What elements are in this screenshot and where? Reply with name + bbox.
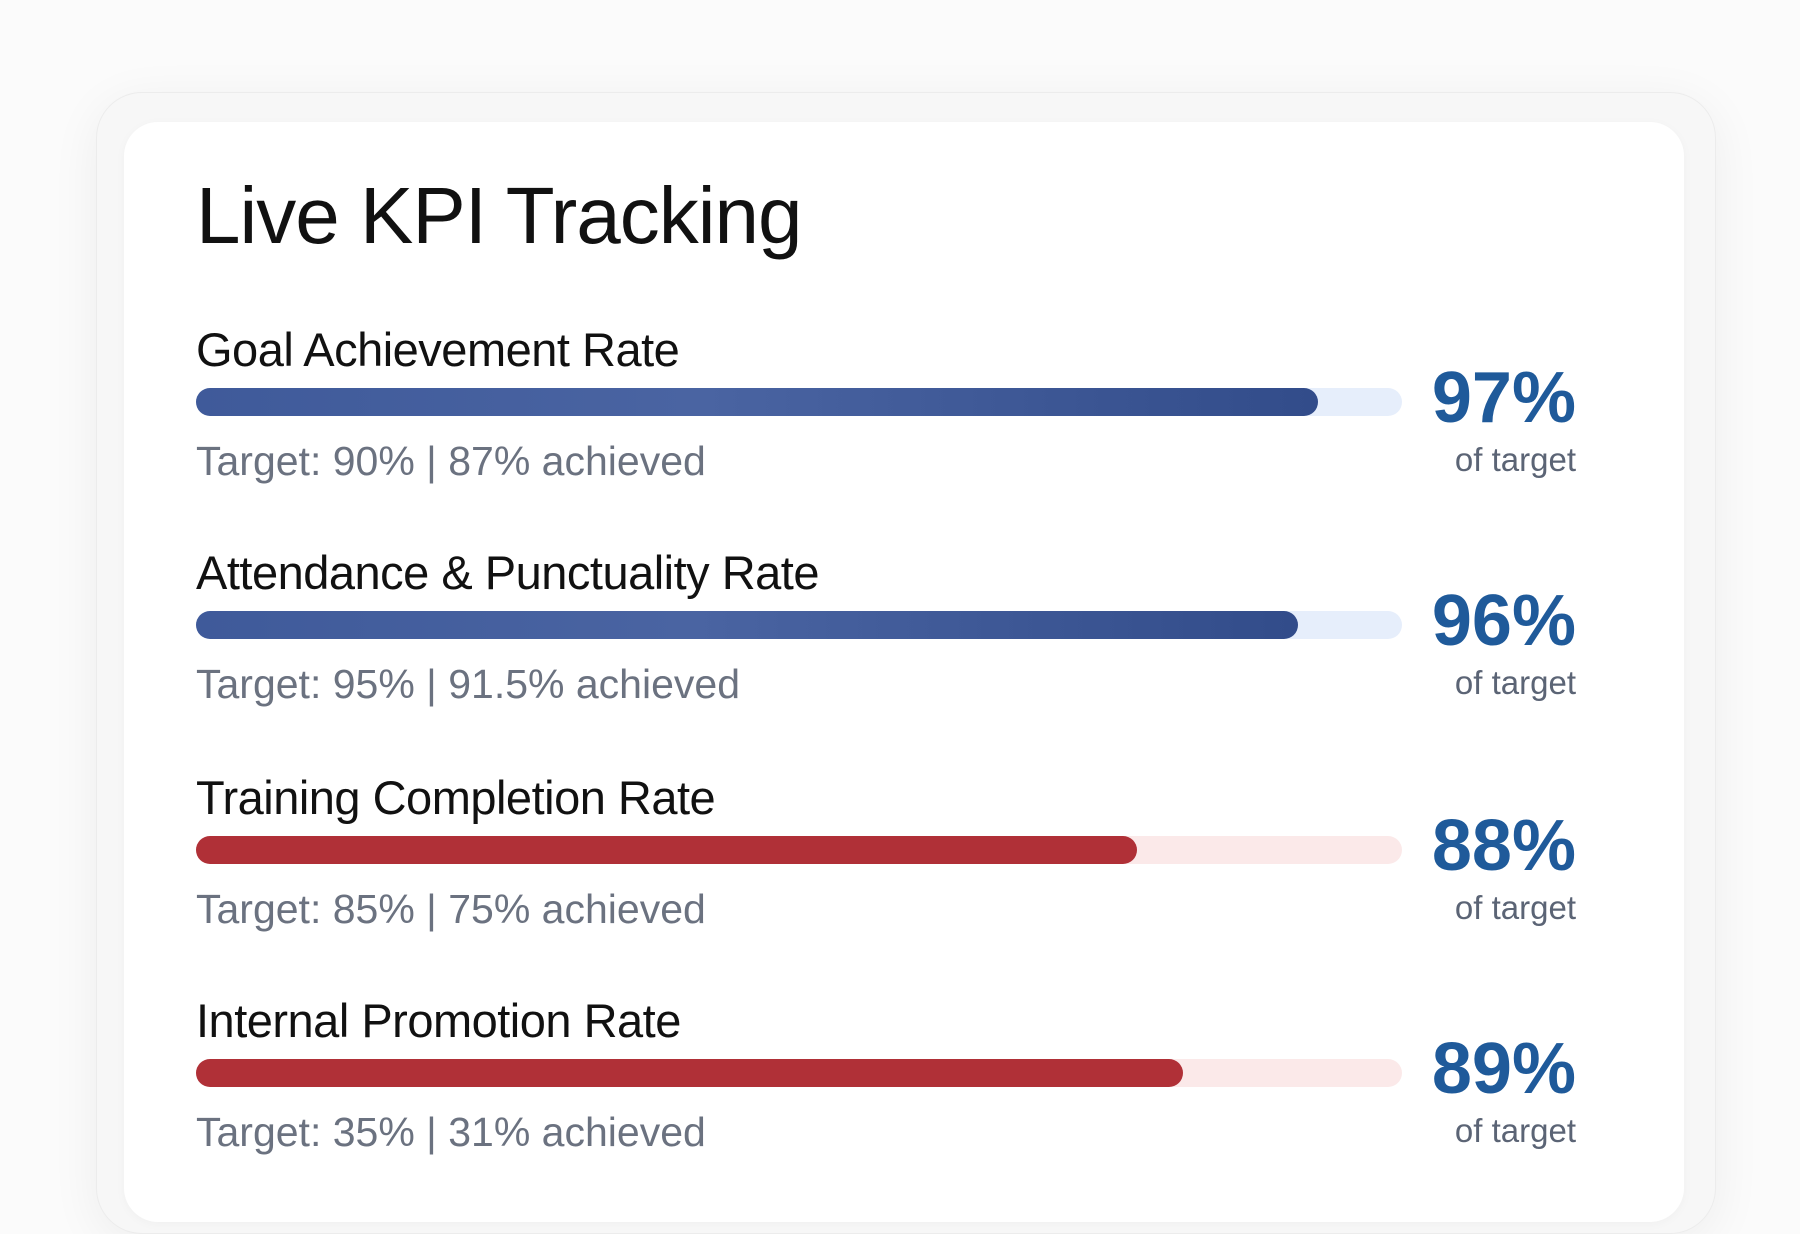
kpi-percent-of-target: 97% bbox=[1431, 358, 1576, 438]
kpi-percent-caption: of target bbox=[1454, 1112, 1576, 1149]
progress-track bbox=[196, 836, 1402, 864]
progress-track bbox=[196, 1059, 1402, 1087]
kpi-row-attendance-punctuality: Attendance & Punctuality Rate Target: 95… bbox=[196, 545, 1576, 715]
progress-fill bbox=[196, 1059, 1183, 1087]
progress-fill bbox=[196, 388, 1318, 416]
kpi-target-detail: Target: 90% | 87% achieved bbox=[196, 438, 706, 484]
progress-fill bbox=[196, 611, 1299, 639]
kpi-target-detail: Target: 35% | 31% achieved bbox=[196, 1109, 706, 1155]
kpi-name: Internal Promotion Rate bbox=[196, 994, 681, 1047]
kpi-row-training-completion: Training Completion Rate Target: 85% | 7… bbox=[196, 770, 1576, 940]
kpi-row-internal-promotion: Internal Promotion Rate Target: 35% | 31… bbox=[196, 993, 1576, 1163]
page-title: Live KPI Tracking bbox=[196, 171, 802, 260]
kpi-percent-of-target: 89% bbox=[1431, 1029, 1576, 1109]
kpi-percent-caption: of target bbox=[1454, 889, 1576, 926]
progress-track bbox=[196, 388, 1402, 416]
progress-track bbox=[196, 611, 1402, 639]
kpi-percent-of-target: 88% bbox=[1431, 806, 1576, 886]
kpi-percent-of-target: 96% bbox=[1431, 581, 1576, 661]
kpi-percent-caption: of target bbox=[1454, 441, 1576, 478]
kpi-row-goal-achievement: Goal Achievement Rate Target: 90% | 87% … bbox=[196, 322, 1576, 492]
kpi-card bbox=[124, 122, 1684, 1222]
kpi-name: Goal Achievement Rate bbox=[196, 323, 680, 376]
kpi-target-detail: Target: 85% | 75% achieved bbox=[196, 886, 706, 932]
kpi-percent-caption: of target bbox=[1454, 664, 1576, 701]
kpi-name: Attendance & Punctuality Rate bbox=[196, 546, 820, 599]
kpi-name: Training Completion Rate bbox=[196, 771, 716, 824]
kpi-target-detail: Target: 95% | 91.5% achieved bbox=[196, 661, 740, 707]
progress-fill bbox=[196, 836, 1137, 864]
